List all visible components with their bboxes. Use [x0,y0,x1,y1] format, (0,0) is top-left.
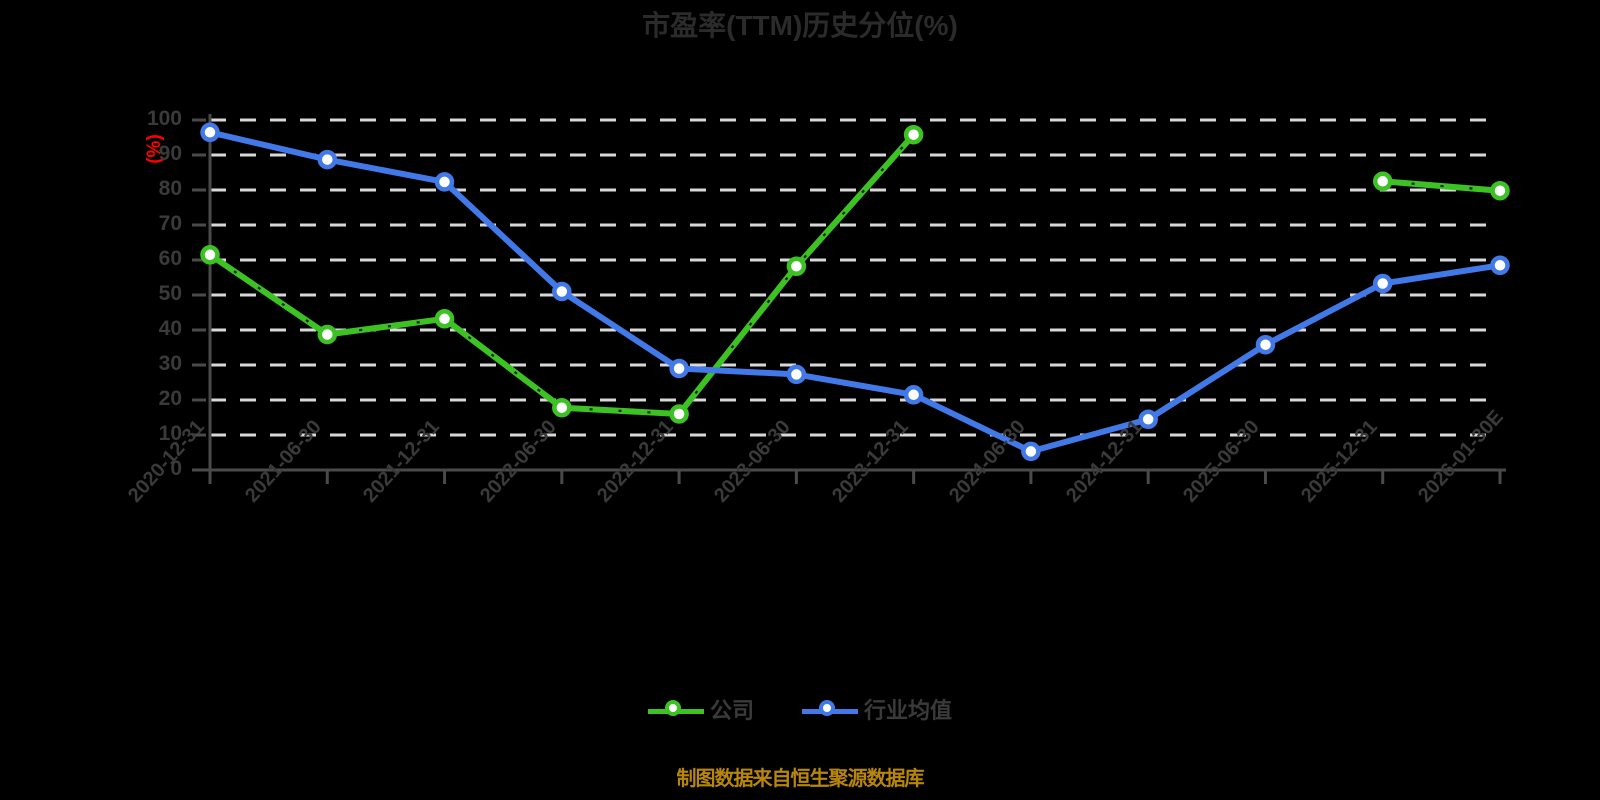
y-tick-label-50: 50 [158,282,182,305]
data-point-1-1[interactable] [317,149,338,170]
data-point-1-7[interactable] [1021,441,1041,462]
series-line-1-run-0 [207,129,1503,455]
data-point-0-10[interactable] [1372,171,1393,192]
data-point-0-5[interactable] [786,256,807,277]
chart-title: 市盈率(TTM)历史分位(%) [642,10,958,41]
series-lines-group [207,129,1503,455]
legend-item-industry-average[interactable]: 行业均值 [802,698,953,723]
data-point-1-10[interactable] [1372,273,1393,294]
series-line-dash-overlay-0-run-0 [209,133,915,416]
y-tick-label-20: 20 [158,387,182,410]
chart-legend: 公司 行业均值 [0,698,1600,723]
data-point-0-1[interactable] [317,324,338,345]
x-tick-marks-group [208,470,1502,484]
data-point-0-2[interactable] [434,309,455,329]
data-point-0-11[interactable] [1490,180,1510,201]
data-point-1-2[interactable] [434,172,455,192]
y-tick-label-90: 90 [158,142,182,165]
data-point-0-3[interactable] [552,397,572,418]
data-point-1-3[interactable] [552,281,572,302]
data-point-1-9[interactable] [1255,334,1276,355]
y-tick-label-70: 70 [158,212,182,235]
data-point-1-5[interactable] [786,364,807,385]
legend-label-company: 公司 [709,698,754,723]
data-point-1-6[interactable] [903,385,924,405]
gridlines-group [192,118,1500,472]
data-point-0-0[interactable] [200,245,220,265]
legend-swatch-industry-average [802,699,858,716]
legend-item-company[interactable]: 公司 [647,698,754,723]
y-tick-label-100: 100 [146,107,182,130]
y-tick-label-80: 80 [158,177,182,200]
legend-label-industry-average: 行业均值 [864,698,953,723]
data-point-1-0[interactable] [200,122,220,143]
data-point-1-11[interactable] [1490,255,1510,276]
data-source-note: 制图数据来自恒生聚源数据库 [676,768,925,790]
y-tick-label-60: 60 [158,247,182,270]
series-line-dash-overlay-0-run-1 [1382,180,1501,192]
data-point-0-6[interactable] [903,124,924,145]
series-markers-group [200,122,1510,462]
y-tick-label-10: 10 [158,422,182,445]
y-tick-label-30: 30 [158,352,182,375]
data-point-0-4[interactable] [669,404,689,424]
series-line-0-run-0 [207,131,917,417]
data-point-1-8[interactable] [1138,409,1158,430]
y-tick-label-0: 0 [170,457,182,480]
data-point-1-4[interactable] [669,358,689,379]
legend-marker-company [664,699,681,716]
y-tick-label-40: 40 [158,317,182,340]
legend-marker-industry-average [819,699,835,716]
legend-swatch-company [647,699,704,716]
